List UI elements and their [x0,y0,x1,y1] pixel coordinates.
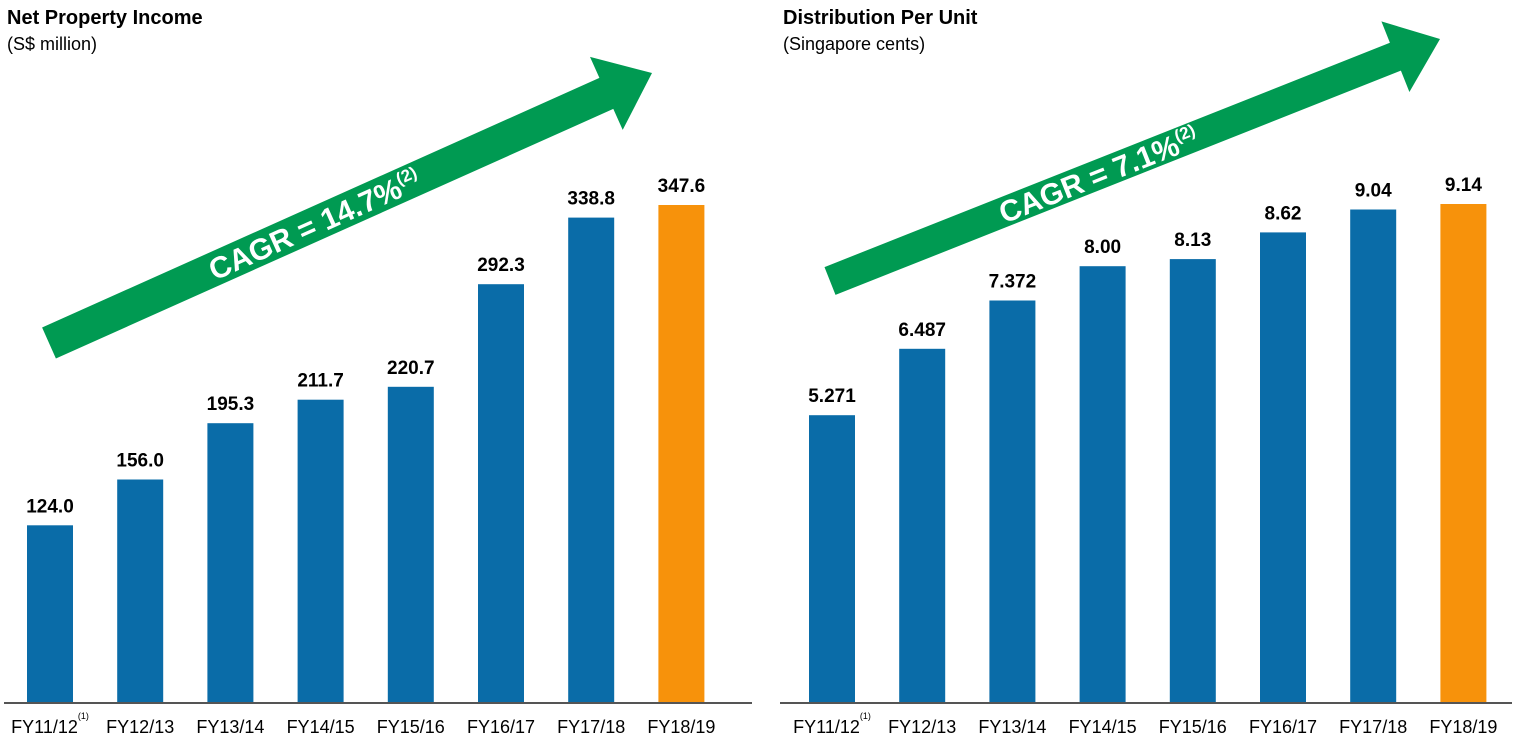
dpu-category-text: FY11/12 [793,717,860,737]
dpu-value-label: 9.04 [1355,181,1392,202]
npi-category-text: FY14/15 [287,717,355,737]
npi-category-label: FY12/13 [106,717,174,737]
dpu-category-label: FY12/13 [888,717,956,737]
npi-value-label: 220.7 [387,358,435,379]
dpu-category-label: FY14/15 [1069,717,1137,737]
dpu-category-label: FY13/14 [978,717,1046,737]
dpu-bar-FY15-16 [1169,259,1216,703]
npi-bar-FY11-12 [27,525,73,703]
dpu-value-label: 5.271 [808,386,856,407]
dpu-bar-FY17-18 [1350,209,1397,703]
dpu-category-label: FY16/17 [1249,717,1317,737]
npi-value-label: 292.3 [477,255,525,276]
npi-value-label: 195.3 [207,394,255,415]
npi-category-text: FY17/18 [557,717,625,737]
npi-bar-FY13-14 [207,423,254,703]
dpu-value-label: 8.62 [1265,203,1302,224]
dpu-chart-title: Distribution Per Unit [783,7,978,29]
npi-category-footnote: (1) [78,711,89,721]
npi-cagr-label: CAGR = 14.7%(2) [204,163,426,287]
dpu-value-label: 9.14 [1445,175,1482,196]
npi-bar-FY18-19 [658,205,705,703]
npi-chart-subtitle: (S$ million) [7,34,98,54]
npi-chart-title: Net Property Income [7,7,203,29]
npi-bar-FY16-17 [478,284,524,703]
npi-category-text: FY11/12 [11,717,78,737]
npi-category-label: FY15/16 [377,717,445,737]
dpu-bar-FY12-13 [899,348,946,703]
dpu-cagr-label: CAGR = 7.1%(2) [994,121,1203,231]
dpu-value-label: 8.00 [1084,237,1121,258]
dpu-category-text: FY18/19 [1429,717,1497,737]
dpu-category-label: FY15/16 [1159,717,1227,737]
dpu-category-text: FY17/18 [1339,717,1407,737]
npi-bar-FY17-18 [568,217,615,703]
npi-cagr-text: CAGR = 14.7% [204,172,407,287]
npi-category-text: FY15/16 [377,717,445,737]
dpu-bar-FY13-14 [989,300,1036,703]
npi-bar-FY15-16 [387,386,434,703]
dpu-category-text: FY12/13 [888,717,956,737]
dpu-bar-chart: CAGR = 7.1%(2) 5.271 FY11/12(1) 6.487 FY12/1… [780,21,1512,737]
npi-category-text: FY12/13 [106,717,174,737]
dpu-category-text: FY13/14 [978,717,1046,737]
npi-value-label: 156.0 [116,451,164,472]
npi-chart-panel: CAGR = 14.7%(2) 124.0 FY11/12(1) 156.0 FY12/… [4,7,752,737]
dpu-chart-subtitle: (Singapore cents) [783,34,926,54]
npi-cagr-annotation: CAGR = 14.7%(2) [204,163,426,287]
npi-category-text: FY18/19 [647,717,715,737]
dpu-cagr-arrow [824,21,1440,295]
npi-category-label: FY16/17 [467,717,535,737]
dpu-category-text: FY15/16 [1159,717,1227,737]
dpu-category-label: FY17/18 [1339,717,1407,737]
npi-category-label: FY14/15 [287,717,355,737]
npi-value-label: 124.0 [26,496,74,517]
npi-bar-FY14-15 [297,399,344,703]
dpu-value-label: 8.13 [1174,230,1211,251]
npi-value-label: 211.7 [297,371,344,392]
npi-value-label: 338.8 [567,189,615,210]
dpu-cagr-annotation: CAGR = 7.1%(2) [994,121,1203,231]
dpu-category-text: FY16/17 [1249,717,1317,737]
dpu-bar-FY16-17 [1260,232,1306,703]
dpu-value-label: 6.487 [898,320,946,341]
dpu-cagr-text: CAGR = 7.1% [994,129,1184,230]
dpu-category-footnote: (1) [860,711,871,721]
npi-category-label: FY17/18 [557,717,625,737]
npi-category-label: FY11/12(1) [11,711,89,737]
npi-value-label: 347.6 [658,176,706,197]
npi-bar-chart: CAGR = 14.7%(2) 124.0 FY11/12(1) 156.0 FY12/… [4,56,752,737]
npi-cagr-arrow [42,56,653,359]
npi-bar-FY12-13 [117,479,164,703]
npi-category-label: FY13/14 [196,717,264,737]
npi-category-text: FY13/14 [196,717,264,737]
npi-category-text: FY16/17 [467,717,535,737]
dpu-category-label: FY11/12(1) [793,711,871,737]
dpu-category-label: FY18/19 [1429,717,1497,737]
dpu-category-text: FY14/15 [1069,717,1137,737]
dpu-bar-FY11-12 [809,415,855,703]
dpu-chart-panel: CAGR = 7.1%(2) 5.271 FY11/12(1) 6.487 FY12/1… [776,0,1516,750]
dpu-bar-FY18-19 [1440,204,1487,703]
dpu-bar-FY14-15 [1079,266,1126,703]
npi-category-label: FY18/19 [647,717,715,737]
dpu-value-label: 7.372 [989,272,1037,293]
